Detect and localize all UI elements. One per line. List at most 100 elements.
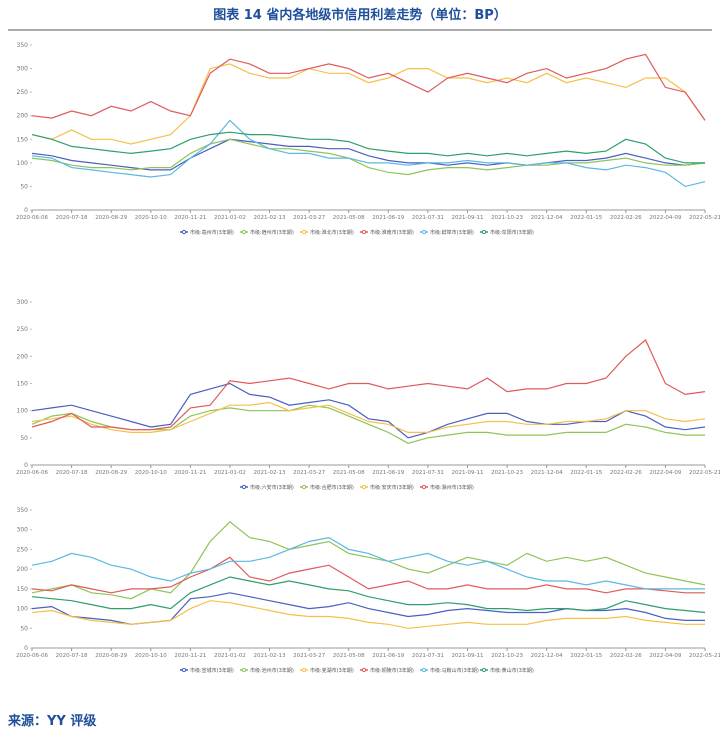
y-tick-label: 250 <box>17 89 29 96</box>
page-title: 图表 14 省内各地级市信用利差走势（单位：BP） <box>213 7 507 23</box>
y-tick-label: 150 <box>17 381 29 388</box>
y-tick-label: 350 <box>17 507 29 514</box>
legend-dot <box>241 484 247 490</box>
legend-label: 市级:亳州市(3年期) <box>190 229 234 236</box>
legend-label: 市级:合肥市(3年期) <box>310 484 354 491</box>
x-tick-label: 2022-04-09 <box>649 653 681 659</box>
y-tick-label: 100 <box>17 160 29 167</box>
legend-dot <box>301 484 307 490</box>
y-tick-label: 150 <box>17 136 29 143</box>
legend-label: 市级:安庆市(3年期) <box>370 484 414 491</box>
x-tick-label: 2021-09-11 <box>451 653 483 659</box>
x-tick-label: 2021-06-19 <box>372 653 404 659</box>
legend-dot <box>181 229 187 235</box>
x-tick-label: 2021-05-08 <box>333 653 365 659</box>
y-tick-label: 250 <box>17 546 29 553</box>
x-tick-label: 2021-12-04 <box>531 653 563 659</box>
y-tick-label: 0 <box>24 462 28 469</box>
series-line <box>31 63 706 145</box>
series-line <box>31 404 705 444</box>
legend-label: 市级:淮北市(3年期) <box>310 229 354 236</box>
x-tick-label: 2021-12-04 <box>531 215 563 221</box>
x-tick-label: 2022-05-21 <box>689 470 720 476</box>
legend-label: 市级:蚌埠市(3年期) <box>430 229 474 236</box>
x-tick-label: 2021-03-27 <box>293 215 325 221</box>
legend-dot <box>481 229 487 235</box>
legend-label: 市级:阜阳市(3年期) <box>490 229 534 236</box>
x-tick-label: 2021-03-27 <box>293 653 325 659</box>
legend-label: 市级:滁州市(3年期) <box>430 484 474 491</box>
y-tick-label: 300 <box>17 66 29 73</box>
x-tick-label: 2021-01-02 <box>214 470 246 476</box>
x-tick-label: 2021-02-13 <box>254 653 286 659</box>
y-tick-label: 50 <box>20 435 28 442</box>
series-line <box>31 556 705 594</box>
x-tick-label: 2021-07-31 <box>412 653 444 659</box>
legend-label: 市级:六安市(3年期) <box>250 484 294 491</box>
series-line <box>31 339 706 431</box>
x-tick-label: 2020-08-29 <box>95 470 127 476</box>
x-tick-label: 2022-01-15 <box>570 215 602 221</box>
x-tick-label: 2022-02-26 <box>610 470 642 476</box>
y-tick-label: 250 <box>17 326 29 333</box>
legend-dot <box>361 667 367 673</box>
series-line <box>31 536 705 590</box>
x-tick-label: 2021-06-19 <box>372 470 404 476</box>
x-tick-label: 2020-07-18 <box>56 653 88 659</box>
y-tick-label: 300 <box>17 299 29 306</box>
legend-dot <box>481 667 487 673</box>
x-tick-label: 2020-06-06 <box>16 470 48 476</box>
x-tick-label: 2021-06-19 <box>372 215 404 221</box>
x-tick-label: 2021-03-27 <box>293 470 325 476</box>
x-tick-label: 2021-05-08 <box>333 215 365 221</box>
legend-label: 市级:铜陵市(3年期) <box>370 667 414 674</box>
y-tick-label: 100 <box>17 408 29 415</box>
y-tick-label: 100 <box>17 606 29 613</box>
x-tick-label: 2020-10-10 <box>135 653 167 659</box>
x-tick-label: 2021-07-31 <box>412 470 444 476</box>
y-tick-label: 200 <box>17 353 29 360</box>
y-tick-label: 200 <box>17 566 29 573</box>
x-tick-label: 2020-10-10 <box>135 215 167 221</box>
legend-label: 市级:宿州市(3年期) <box>250 229 294 236</box>
y-tick-label: 300 <box>17 527 29 534</box>
x-tick-label: 2022-02-26 <box>610 653 642 659</box>
legend-label: 市级:芜湖市(3年期) <box>310 667 354 674</box>
x-tick-label: 2020-11-21 <box>174 653 206 659</box>
legend-dot <box>241 229 247 235</box>
x-tick-label: 2022-04-09 <box>649 470 681 476</box>
legend-label: 市级:马鞍山市(3年期) <box>430 667 479 674</box>
x-tick-label: 2021-01-02 <box>214 215 246 221</box>
legend-label: 市级:宣城市(3年期) <box>190 667 234 674</box>
x-tick-label: 2020-11-21 <box>174 470 206 476</box>
legend-dot <box>361 229 367 235</box>
series-line <box>31 131 705 164</box>
legend-dot <box>301 229 307 235</box>
legend-dot <box>181 667 187 673</box>
x-tick-label: 2022-02-26 <box>610 215 642 221</box>
series-line <box>31 520 706 600</box>
x-tick-label: 2021-12-04 <box>531 470 563 476</box>
y-tick-label: 0 <box>24 645 28 652</box>
y-tick-label: 50 <box>20 625 28 632</box>
x-tick-label: 2022-05-21 <box>689 215 720 221</box>
series-line <box>31 600 705 629</box>
x-tick-label: 2021-01-02 <box>214 653 246 659</box>
series-line <box>31 53 706 121</box>
x-tick-label: 2020-08-29 <box>95 653 127 659</box>
x-tick-label: 2020-06-06 <box>16 653 48 659</box>
x-tick-label: 2020-06-06 <box>16 215 48 221</box>
x-tick-label: 2020-07-18 <box>56 470 88 476</box>
x-tick-label: 2022-01-15 <box>570 653 602 659</box>
legend-label: 市级:黄山市(3年期) <box>490 667 534 674</box>
y-tick-label: 50 <box>20 183 28 190</box>
x-tick-label: 2021-07-31 <box>412 215 444 221</box>
legend-label: 市级:池州市(3年期) <box>250 667 294 674</box>
y-tick-label: 200 <box>17 113 29 120</box>
x-tick-label: 2021-10-23 <box>491 470 523 476</box>
source: 来源：YY 评级 <box>7 713 97 729</box>
x-tick-label: 2021-02-13 <box>254 215 286 221</box>
x-tick-label: 2020-11-21 <box>174 215 206 221</box>
x-tick-label: 2020-10-10 <box>135 470 167 476</box>
